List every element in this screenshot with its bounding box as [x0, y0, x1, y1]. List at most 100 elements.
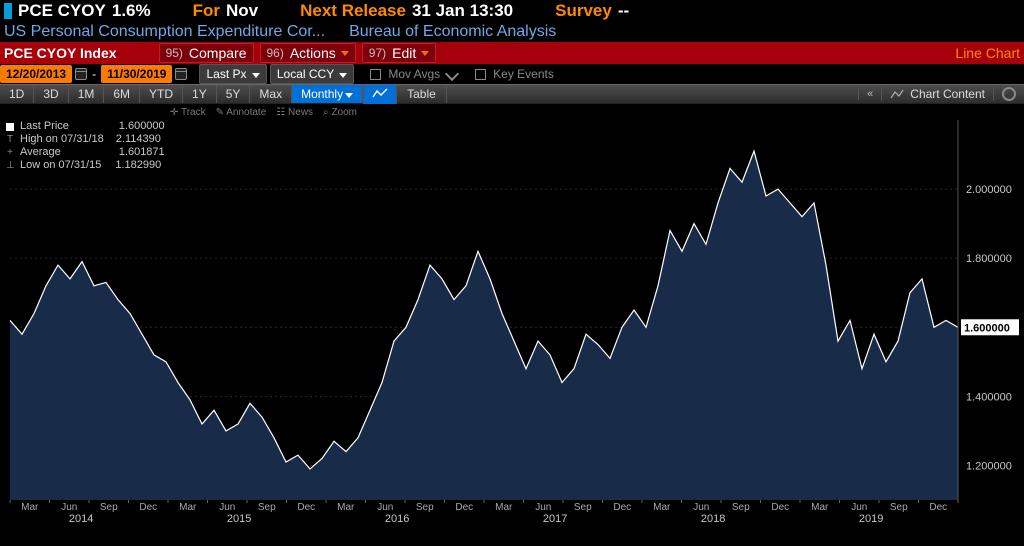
actions-index: 96) — [267, 46, 284, 60]
svg-text:2017: 2017 — [543, 513, 567, 524]
chevron-left-icon: « — [867, 88, 873, 100]
chart-legend: Last Price 1.600000 T High on 07/31/18 2… — [6, 120, 165, 172]
actions-label: Actions — [290, 45, 336, 61]
chart-content-button[interactable]: Chart Content — [881, 87, 993, 101]
svg-text:Jun: Jun — [377, 502, 393, 513]
timeframe-1y[interactable]: 1Y — [183, 85, 217, 103]
timeframe-ytd[interactable]: YTD — [140, 85, 183, 103]
compare-button[interactable]: 95) Compare — [159, 43, 254, 63]
series-name: PCE CYOY Index — [4, 45, 117, 61]
ccy-label: Local CCY — [277, 67, 334, 81]
ticker-symbol: PCE CYOY — [18, 1, 106, 21]
compare-index: 95) — [166, 46, 183, 60]
svg-text:Dec: Dec — [455, 502, 473, 513]
date-to-input[interactable]: 11/30/2019 — [101, 65, 172, 83]
legend-marker-icon — [6, 123, 14, 131]
track-tool[interactable]: ✛ Track — [170, 107, 206, 118]
timeframe-1m[interactable]: 1M — [69, 85, 105, 103]
news-tool[interactable]: ☷ News — [276, 107, 313, 118]
calendar-icon[interactable] — [175, 68, 187, 80]
dropdown-icon — [421, 51, 429, 56]
next-release-value: 31 Jan 13:30 — [412, 1, 513, 21]
svg-text:2.000000: 2.000000 — [966, 184, 1012, 196]
legend-last-val: 1.600000 — [119, 120, 165, 133]
actions-button[interactable]: 96) Actions — [260, 43, 356, 63]
timeframe-3d[interactable]: 3D — [34, 85, 68, 103]
next-release-label: Next Release — [300, 1, 406, 21]
edit-index: 97) — [369, 46, 386, 60]
svg-text:Sep: Sep — [416, 502, 434, 513]
news-label: News — [288, 107, 313, 118]
pencil-icon[interactable] — [445, 67, 459, 81]
command-bar: PCE CYOY Index 95) Compare 96) Actions 9… — [0, 42, 1024, 64]
dropdown-icon — [252, 73, 260, 78]
collapse-button[interactable]: « — [858, 88, 881, 100]
svg-text:Dec: Dec — [297, 502, 315, 513]
dash: - — [90, 67, 98, 81]
chart-mode-label[interactable]: Line Chart — [955, 45, 1020, 61]
edit-label: Edit — [392, 45, 416, 61]
legend-high-label: High on 07/31/18 — [20, 133, 104, 146]
svg-text:1.800000: 1.800000 — [966, 253, 1012, 265]
legend-avg-label: Average — [20, 146, 61, 159]
legend-low-label: Low on 07/31/15 — [20, 159, 101, 172]
chart-type-button[interactable] — [363, 85, 397, 104]
last-px-label: Last Px — [206, 67, 246, 81]
zoom-tool[interactable]: ⌕ Zoom — [323, 107, 357, 118]
svg-text:Sep: Sep — [258, 502, 276, 513]
svg-text:Mar: Mar — [21, 502, 39, 513]
header-row: PCE CYOY 1.6% For Nov Next Release 31 Ja… — [0, 0, 1024, 22]
control-bar: 12/20/2013 - 11/30/2019 Last Px Local CC… — [0, 64, 1024, 84]
settings-button[interactable] — [993, 87, 1024, 101]
mov-avgs-checkbox[interactable] — [370, 69, 381, 80]
zoom-label: Zoom — [331, 107, 357, 118]
date-from-input[interactable]: 12/20/2013 — [0, 65, 72, 83]
svg-text:Jun: Jun — [693, 502, 709, 513]
survey-label: Survey — [555, 1, 612, 21]
legend-low: ⊥ Low on 07/31/15 1.182990 — [6, 159, 165, 172]
timeframe-6m[interactable]: 6M — [104, 85, 140, 103]
gear-icon — [1002, 87, 1016, 101]
annotate-tool[interactable]: ✎ Annotate — [216, 107, 267, 118]
timeframe-1d[interactable]: 1D — [0, 85, 34, 103]
svg-text:1.600000: 1.600000 — [964, 322, 1010, 334]
calendar-icon[interactable] — [75, 68, 87, 80]
svg-text:2016: 2016 — [385, 513, 409, 524]
svg-text:Sep: Sep — [732, 502, 750, 513]
table-button[interactable]: Table — [397, 85, 447, 103]
legend-avg-val: 1.601871 — [119, 146, 165, 159]
ticker-indicator-icon — [4, 3, 12, 19]
legend-high-icon: T — [6, 133, 14, 146]
ccy-select[interactable]: Local CCY — [270, 64, 354, 84]
svg-text:Dec: Dec — [929, 502, 947, 513]
svg-text:Mar: Mar — [337, 502, 355, 513]
chart-content-label: Chart Content — [910, 87, 985, 101]
series-source: Bureau of Economic Analysis — [349, 23, 556, 41]
timeframe-max[interactable]: Max — [250, 85, 292, 103]
legend-high-val: 2.114390 — [116, 133, 161, 146]
dropdown-icon — [345, 93, 353, 98]
legend-low-val: 1.182990 — [115, 159, 161, 172]
svg-text:Dec: Dec — [771, 502, 789, 513]
svg-text:Mar: Mar — [811, 502, 829, 513]
timeframe-5y[interactable]: 5Y — [217, 85, 251, 103]
last-px-select[interactable]: Last Px — [199, 64, 266, 84]
annotate-label: Annotate — [226, 107, 266, 118]
svg-text:Sep: Sep — [574, 502, 592, 513]
dropdown-icon — [341, 51, 349, 56]
mov-avgs-label: Mov Avgs — [384, 67, 444, 81]
svg-text:2015: 2015 — [227, 513, 251, 524]
chart-area[interactable]: 1.2000001.4000001.6000001.8000002.000000… — [0, 120, 1024, 524]
key-events-checkbox[interactable] — [475, 69, 486, 80]
svg-text:Mar: Mar — [179, 502, 197, 513]
legend-low-icon: ⊥ — [6, 159, 14, 172]
timeframe-monthly[interactable]: Monthly — [292, 85, 363, 103]
compare-label: Compare — [189, 45, 247, 61]
svg-text:Dec: Dec — [613, 502, 631, 513]
svg-text:Sep: Sep — [100, 502, 118, 513]
svg-text:Jun: Jun — [61, 502, 77, 513]
legend-last-price: Last Price 1.600000 — [6, 120, 165, 133]
svg-text:Mar: Mar — [653, 502, 671, 513]
svg-text:Jun: Jun — [219, 502, 235, 513]
edit-button[interactable]: 97) Edit — [362, 43, 436, 63]
